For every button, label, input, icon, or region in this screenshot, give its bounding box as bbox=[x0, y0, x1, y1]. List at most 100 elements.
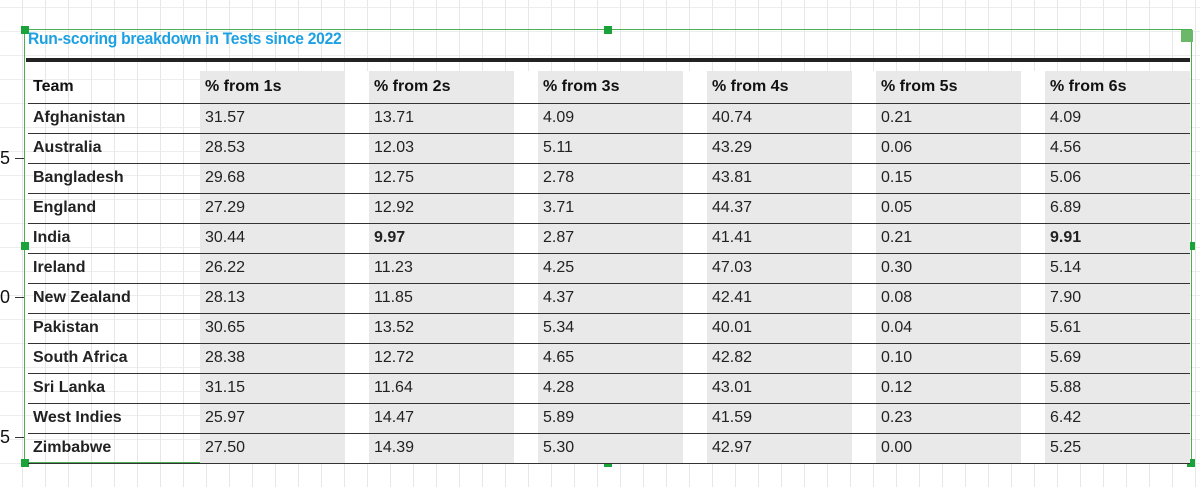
column-gap bbox=[345, 163, 369, 194]
table-cell: 5.61 bbox=[1045, 313, 1190, 344]
ruler-tick bbox=[15, 437, 25, 438]
table-cell: 5.06 bbox=[1045, 163, 1190, 194]
table-cell: 30.65 bbox=[200, 313, 345, 344]
column-gap bbox=[852, 71, 876, 104]
column-gap bbox=[683, 313, 707, 344]
table-cell: 40.74 bbox=[707, 103, 852, 134]
table-cell: 4.09 bbox=[538, 103, 683, 134]
team-name: Pakistan bbox=[28, 313, 200, 344]
column-gap bbox=[345, 343, 369, 374]
ruler-label: 5 bbox=[0, 148, 11, 168]
column-gap bbox=[514, 283, 538, 314]
table-row: Afghanistan 31.57 13.71 4.09 40.74 0.21 4.09 bbox=[28, 103, 1190, 134]
resize-handle-top-left[interactable] bbox=[21, 26, 29, 34]
table-cell: 5.14 bbox=[1045, 253, 1190, 284]
column-gap bbox=[1021, 103, 1045, 134]
team-name: New Zealand bbox=[28, 283, 200, 314]
column-gap bbox=[345, 133, 369, 164]
column-gap bbox=[514, 253, 538, 284]
table-cell: 12.92 bbox=[369, 193, 514, 224]
column-gap bbox=[1021, 223, 1045, 254]
column-header-value: % from 1s bbox=[200, 71, 345, 104]
table-cell: 47.03 bbox=[707, 253, 852, 284]
table-cell: 12.75 bbox=[369, 163, 514, 194]
column-gap bbox=[852, 343, 876, 374]
column-gap bbox=[683, 193, 707, 224]
table-row: Sri Lanka 31.15 11.64 4.28 43.01 0.12 5.88 bbox=[28, 373, 1190, 404]
table-cell: 4.56 bbox=[1045, 133, 1190, 164]
column-gap bbox=[683, 433, 707, 464]
resize-handle-bottom-right[interactable] bbox=[1187, 459, 1195, 467]
table-cell: 0.08 bbox=[876, 283, 1021, 314]
column-gap bbox=[1021, 163, 1045, 194]
column-gap bbox=[683, 133, 707, 164]
resize-handle-top[interactable] bbox=[604, 26, 612, 34]
column-gap bbox=[852, 283, 876, 314]
column-gap bbox=[345, 373, 369, 404]
table-row: Ireland 26.22 11.23 4.25 47.03 0.30 5.14 bbox=[28, 253, 1190, 284]
team-name: West Indies bbox=[28, 403, 200, 434]
column-gap bbox=[1021, 133, 1045, 164]
table-title: Run-scoring breakdown in Tests since 202… bbox=[28, 29, 342, 48]
table-cell: 28.38 bbox=[200, 343, 345, 374]
table-cell: 5.30 bbox=[538, 433, 683, 464]
column-gap bbox=[514, 403, 538, 434]
table-cell: 12.03 bbox=[369, 133, 514, 164]
table-row: West Indies 25.97 14.47 5.89 41.59 0.23 6.42 bbox=[28, 403, 1190, 434]
table-cell: 2.87 bbox=[538, 223, 683, 254]
column-gap bbox=[683, 71, 707, 104]
table-row: Australia 28.53 12.03 5.11 43.29 0.06 4.56 bbox=[28, 133, 1190, 164]
column-header-value: % from 6s bbox=[1045, 71, 1190, 104]
column-gap bbox=[345, 103, 369, 134]
resize-handle-bottom[interactable] bbox=[604, 459, 612, 467]
resize-handle-left[interactable] bbox=[21, 242, 29, 250]
team-name: Sri Lanka bbox=[28, 373, 200, 404]
resize-handle-right[interactable] bbox=[1187, 242, 1195, 250]
column-gap bbox=[1021, 283, 1045, 314]
corner-tab[interactable] bbox=[1181, 30, 1193, 42]
table-cell: 5.69 bbox=[1045, 343, 1190, 374]
table-cell: 41.41 bbox=[707, 223, 852, 254]
column-gap bbox=[514, 133, 538, 164]
resize-handle-bottom-left[interactable] bbox=[21, 459, 29, 467]
column-header-value: % from 5s bbox=[876, 71, 1021, 104]
table-cell: 4.65 bbox=[538, 343, 683, 374]
column-gap bbox=[683, 253, 707, 284]
table-cell: 4.28 bbox=[538, 373, 683, 404]
ruler-tick bbox=[15, 158, 25, 159]
column-gap bbox=[345, 253, 369, 284]
column-header-value: % from 2s bbox=[369, 71, 514, 104]
table-cell: 44.37 bbox=[707, 193, 852, 224]
column-gap bbox=[1021, 253, 1045, 284]
column-gap bbox=[514, 193, 538, 224]
table-cell: 0.12 bbox=[876, 373, 1021, 404]
table-cell: 0.30 bbox=[876, 253, 1021, 284]
team-name: Bangladesh bbox=[28, 163, 200, 194]
table-row: Pakistan 30.65 13.52 5.34 40.01 0.04 5.61 bbox=[28, 313, 1190, 344]
column-gap bbox=[514, 163, 538, 194]
table-cell: 27.29 bbox=[200, 193, 345, 224]
table-cell: 13.52 bbox=[369, 313, 514, 344]
table-cell: 27.50 bbox=[200, 433, 345, 464]
table-cell: 6.42 bbox=[1045, 403, 1190, 434]
column-gap bbox=[852, 133, 876, 164]
column-gap bbox=[852, 253, 876, 284]
table-cell: 6.89 bbox=[1045, 193, 1190, 224]
table-row: Bangladesh 29.68 12.75 2.78 43.81 0.15 5.06 bbox=[28, 163, 1190, 194]
column-gap bbox=[852, 163, 876, 194]
table-cell: 9.91 bbox=[1045, 223, 1190, 254]
column-gap bbox=[1021, 313, 1045, 344]
table-cell: 3.71 bbox=[538, 193, 683, 224]
table-cell: 25.97 bbox=[200, 403, 345, 434]
column-gap bbox=[514, 71, 538, 104]
table-cell: 11.85 bbox=[369, 283, 514, 314]
table-cell: 28.13 bbox=[200, 283, 345, 314]
table-cell: 13.71 bbox=[369, 103, 514, 134]
column-gap bbox=[1021, 71, 1045, 104]
table-cell: 12.72 bbox=[369, 343, 514, 374]
table-header-row: Team% from 1s % from 2s % from 3s % from 4s… bbox=[28, 71, 1190, 104]
table-cell: 43.81 bbox=[707, 163, 852, 194]
table-cell: 30.44 bbox=[200, 223, 345, 254]
table-cell: 0.21 bbox=[876, 223, 1021, 254]
column-gap bbox=[852, 403, 876, 434]
